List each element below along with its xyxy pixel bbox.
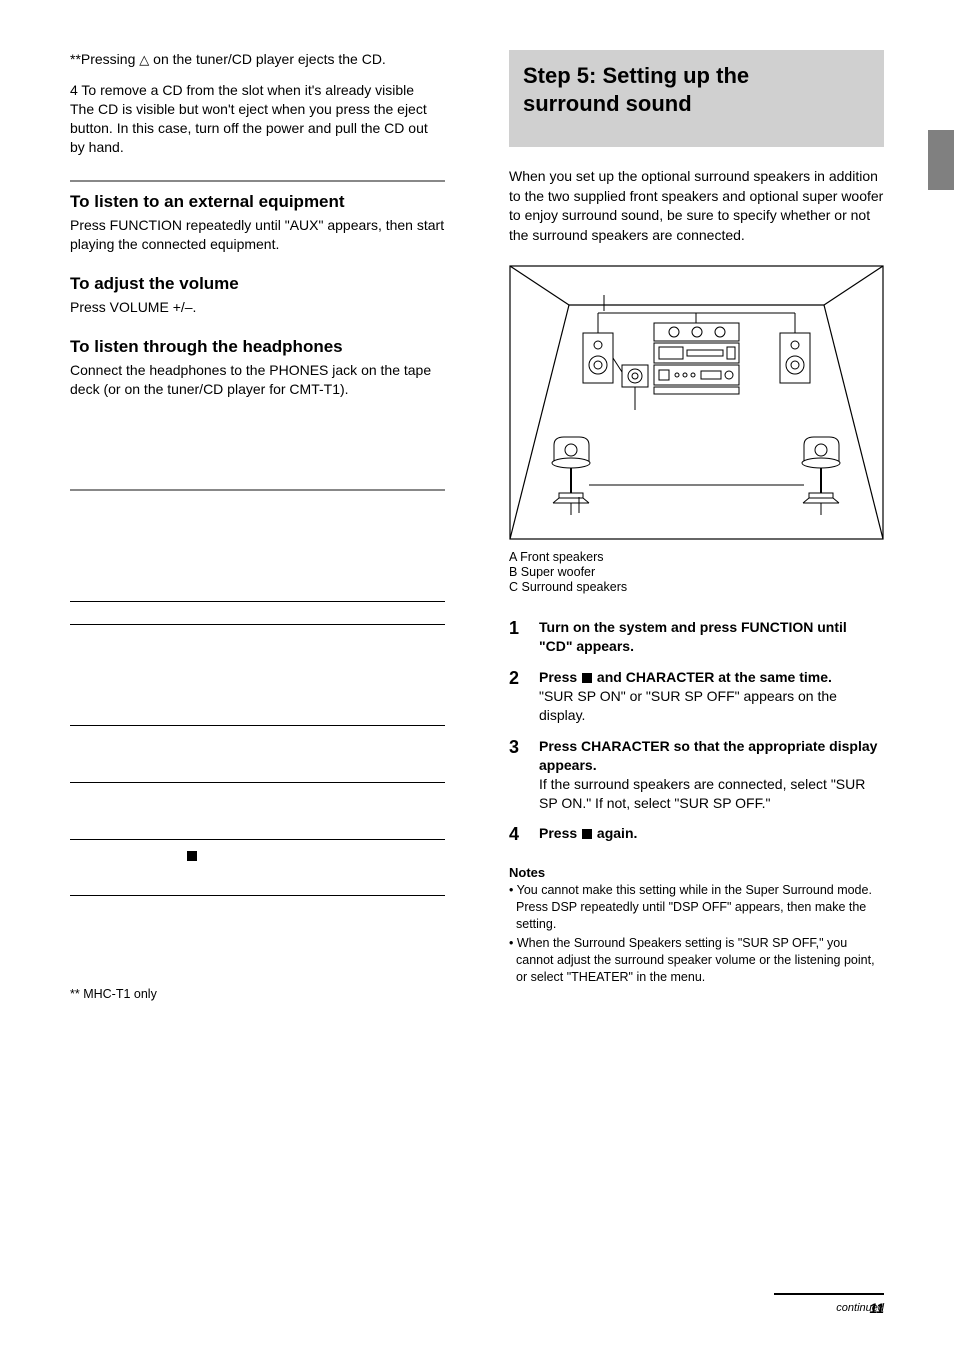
step2-body: "SUR SP ON" or "SUR SP OFF" appears on t…	[539, 688, 837, 723]
label-b: B Super woofer	[509, 565, 884, 579]
step2-post: and CHARACTER at the same time.	[593, 669, 832, 685]
step-stop-text	[100, 846, 198, 865]
notes-list: You cannot make this setting while in th…	[509, 882, 884, 985]
note-2: When the Surround Speakers setting is "S…	[509, 935, 884, 986]
divider	[70, 180, 445, 182]
eject-note-pre: **Pressing	[70, 51, 139, 67]
step3-body: If the surround speakers are connected, …	[539, 776, 865, 811]
front-right-speaker	[780, 333, 810, 383]
side-tab	[928, 130, 954, 190]
left-column: **Pressing △ on the tuner/CD player ejec…	[70, 50, 445, 1003]
eject-note: **Pressing △ on the tuner/CD player ejec…	[70, 50, 445, 69]
phones-body: Connect the headphones to the PHONES jac…	[70, 361, 445, 399]
stop-icon-2	[582, 673, 592, 683]
step-4: 4 Press again.	[509, 818, 884, 851]
step4-pre: Press	[539, 825, 581, 841]
phones-head: To listen through the headphones	[70, 337, 445, 357]
footer-strip: continued	[774, 1293, 884, 1314]
step2-pre: Press	[539, 669, 581, 685]
foot-text: ** MHC-T1 only	[70, 986, 445, 1003]
intro: When you set up the optional surround sp…	[509, 167, 884, 245]
vol-head: To adjust the volume	[70, 274, 445, 294]
aux-head: To listen to an external equipment	[70, 192, 445, 212]
step3-bold: Press CHARACTER so that the appropriate …	[539, 738, 877, 773]
step-num-3: 3	[509, 737, 529, 758]
step-num-2: 2	[509, 668, 529, 689]
super-woofer	[622, 365, 648, 387]
step-1: 1 Turn on the system and press FUNCTION …	[509, 612, 884, 662]
surround-right	[802, 437, 840, 503]
speaker-diagram	[509, 265, 884, 540]
speaker-diagram-svg	[509, 265, 884, 540]
section-title-l1: Step 5: Setting up the	[523, 62, 870, 90]
label-c: C Surround speakers	[509, 580, 884, 594]
eject-note-mid: on the tuner/CD player ejects the CD.	[149, 51, 386, 67]
aux-body: Press FUNCTION repeatedly until "AUX" ap…	[70, 216, 445, 254]
notes-head: Notes	[509, 865, 884, 880]
right-column: Step 5: Setting up the surround sound Wh…	[509, 50, 884, 1003]
section-title-box: Step 5: Setting up the surround sound	[509, 50, 884, 147]
step-num-4: 4	[509, 824, 529, 845]
component-stack	[654, 323, 739, 394]
step-rule-5	[70, 895, 445, 896]
step-3: 3 Press CHARACTER so that the appropriat…	[509, 731, 884, 819]
surround-left	[552, 437, 590, 503]
stop-icon-4	[582, 829, 592, 839]
step1-bold: Turn on the system and press FUNCTION un…	[539, 619, 847, 654]
note-1: You cannot make this setting while in th…	[509, 882, 884, 933]
tip4-body: The CD is visible but won't eject when y…	[70, 100, 445, 157]
tip4-head: 4 To remove a CD from the slot when it's…	[70, 81, 445, 100]
vol-body: Press VOLUME +/–.	[70, 298, 445, 317]
front-left-speaker	[583, 333, 613, 383]
step-row-stop	[70, 840, 445, 871]
section-title-l2: surround sound	[523, 90, 870, 118]
eject-icon: △	[139, 51, 149, 69]
label-a: A Front speakers	[509, 550, 884, 564]
stop-icon	[187, 851, 197, 861]
step-2: 2 Press and CHARACTER at the same time. …	[509, 662, 884, 731]
page-number: 11	[869, 1300, 884, 1316]
diagram-caption: A Front speakers B Super woofer C Surrou…	[509, 550, 884, 594]
step-num-1: 1	[509, 618, 529, 639]
divider-2	[70, 489, 445, 491]
step4-post: again.	[593, 825, 637, 841]
